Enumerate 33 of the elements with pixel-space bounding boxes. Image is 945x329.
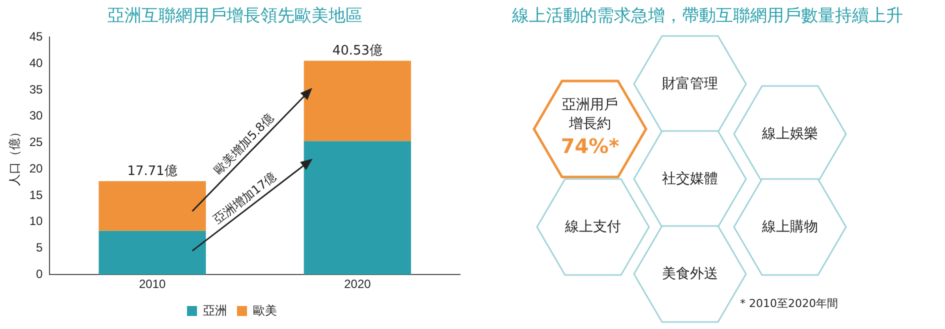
bar (304, 60, 412, 142)
y-tick-label: 0 (36, 266, 44, 281)
y-tick-label: 45 (29, 30, 44, 44)
total-label: 17.71億 (127, 164, 178, 180)
y-tick-label: 35 (29, 82, 44, 96)
y-tick-label: 40 (29, 56, 44, 70)
text: 線上購物 (761, 218, 819, 236)
bar (304, 141, 412, 275)
x-tick-label: 2020 (344, 277, 372, 292)
chart-title: 亞洲互聯網用戶增長領先歐美地區 (106, 5, 364, 27)
y-tick-label: 10 (29, 214, 44, 228)
total-label: 40.53億 (332, 44, 383, 59)
text: 社交媒體 (661, 170, 719, 188)
bar (98, 230, 206, 275)
text: 線上支付 (564, 218, 622, 236)
text: 74%* (560, 134, 620, 158)
y-tick-label: 5 (36, 240, 44, 255)
text: 美食外送 (661, 265, 719, 283)
text: 亞洲用戶 (561, 96, 619, 114)
text: 線上活動的需求急增，帶動互聯網用戶數量持續上升 (511, 5, 904, 27)
text: 線上娛樂 (761, 125, 819, 143)
bar (98, 181, 206, 231)
text: 增長約 (568, 115, 612, 133)
y-tick-label: 20 (29, 161, 44, 176)
y-tick-label: 15 (29, 188, 44, 202)
text: * 2010至2020年間 (740, 296, 838, 311)
y-tick-label: 25 (29, 135, 44, 150)
y-tick-label: 30 (29, 108, 44, 123)
legend-label: 歐美 (253, 303, 277, 318)
text: 財富管理 (661, 75, 719, 93)
legend-label: 亞洲 (203, 303, 227, 318)
x-tick-label: 2010 (138, 277, 166, 292)
y-axis-title: 人口（億） (8, 126, 22, 186)
